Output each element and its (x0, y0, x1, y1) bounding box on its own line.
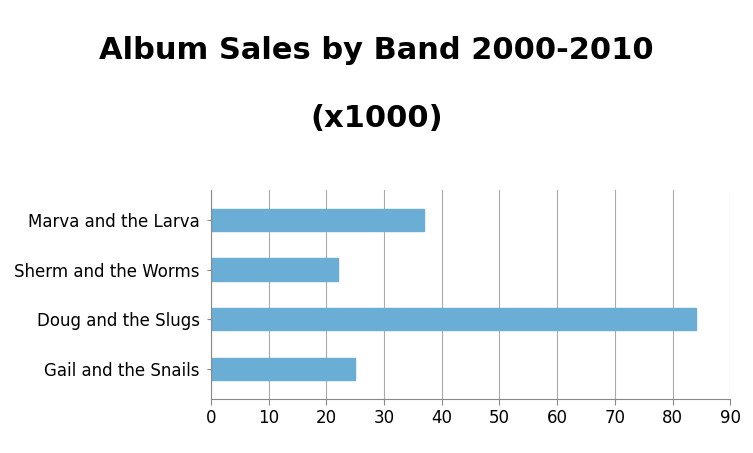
Text: Album Sales by Band 2000-2010: Album Sales by Band 2000-2010 (99, 36, 654, 65)
Bar (211, 308, 696, 330)
Bar (211, 259, 338, 281)
Bar (211, 209, 425, 231)
Text: (x1000): (x1000) (310, 104, 443, 133)
Bar (211, 358, 355, 380)
